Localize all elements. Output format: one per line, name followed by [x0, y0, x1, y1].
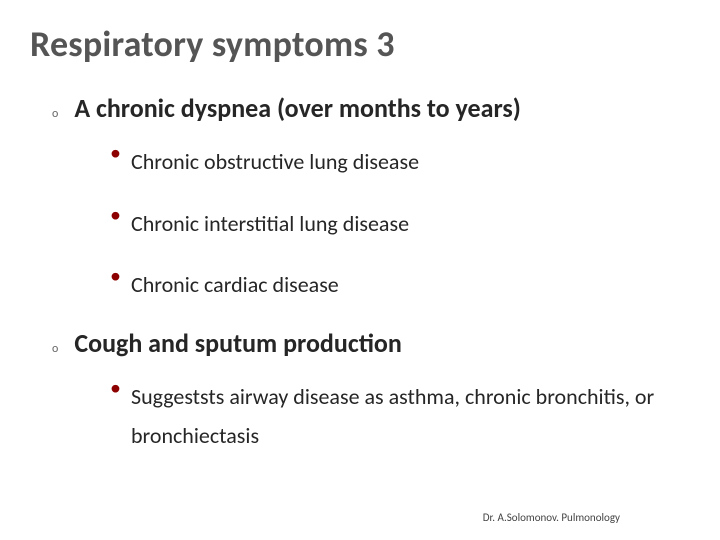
sub-bullet-text: Chronic cardiac disease — [131, 265, 339, 305]
sub-list: • Suggeststs airway disease as asthma, c… — [110, 377, 690, 456]
dot-bullet-icon: • — [110, 204, 121, 226]
sub-bullet-item: • Chronic cardiac disease — [110, 265, 690, 305]
sub-bullet-item: • Suggeststs airway disease as asthma, c… — [110, 377, 690, 456]
sub-bullet-item: • Chronic interstitial lung disease — [110, 204, 690, 244]
bullet-text: Cough and sputum production — [74, 327, 402, 359]
bullet-item: o A chronic dyspnea (over months to year… — [52, 92, 690, 128]
sub-bullet-text: Chronic obstructive lung disease — [131, 142, 419, 182]
bullet-item: o Cough and sputum production — [52, 327, 690, 363]
dot-bullet-icon: • — [110, 142, 121, 164]
sub-bullet-text: Suggeststs airway disease as asthma, chr… — [131, 377, 690, 456]
bullet-text: A chronic dyspnea (over months to years) — [74, 92, 521, 124]
dot-bullet-icon: • — [110, 265, 121, 287]
footer-credit: Dr. A.Solomonov. Pulmonology — [483, 511, 620, 524]
sub-bullet-text: Chronic interstitial lung disease — [131, 204, 409, 244]
circle-bullet-icon: o — [52, 335, 58, 363]
circle-bullet-icon: o — [52, 100, 58, 128]
slide: Respiratory symptoms 3 o A chronic dyspn… — [0, 0, 720, 540]
sub-list: • Chronic obstructive lung disease • Chr… — [110, 142, 690, 305]
dot-bullet-icon: • — [110, 377, 121, 399]
sub-bullet-item: • Chronic obstructive lung disease — [110, 142, 690, 182]
slide-title: Respiratory symptoms 3 — [30, 22, 690, 66]
